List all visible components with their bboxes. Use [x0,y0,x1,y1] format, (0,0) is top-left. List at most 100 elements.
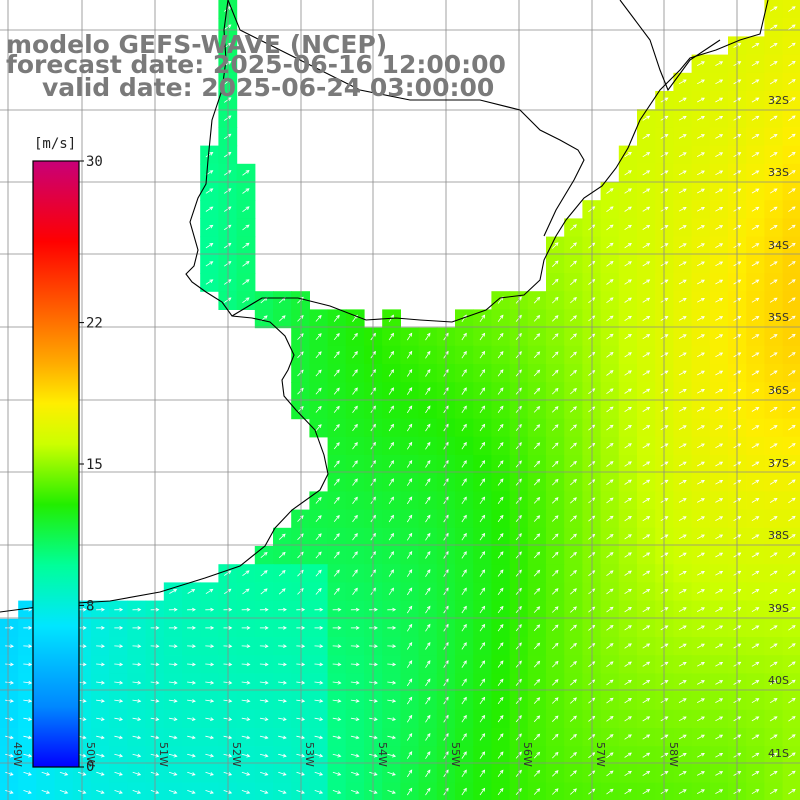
wind-arrow [588,552,596,558]
wind-arrow [205,735,215,740]
wind-arrow [606,715,614,722]
field-cell [455,455,474,474]
field-cell [236,163,256,183]
wind-arrow [642,698,651,704]
field-cell [764,91,784,110]
wind-arrow [259,771,269,776]
wind-arrow [241,753,251,758]
field-cell [637,491,656,511]
field-cell [728,345,747,365]
field-cell [200,200,219,219]
field-cell [746,691,765,711]
field-cell [400,400,420,420]
wind-arrow [788,151,796,158]
wind-arrow [552,751,559,759]
field-cell [673,655,693,674]
field-cell [491,764,511,784]
field-cell [655,254,674,274]
wind-arrow [187,717,196,721]
field-cell [691,436,711,456]
wind-arrow [606,606,614,613]
field-cell [527,564,547,583]
field-cell [618,309,638,329]
field-cell [655,746,674,765]
wind-arrow [314,790,324,794]
field-cell [709,273,729,292]
wind-arrow [715,152,724,157]
wind-arrow [751,279,760,285]
wind-arrow [533,314,541,322]
wind-arrow [387,662,397,667]
field-cell [691,527,711,547]
wind-arrow [624,297,632,303]
field-cell [527,382,547,401]
wind-arrow [769,607,778,613]
wind-arrow [388,350,394,359]
wind-arrow [23,699,33,703]
field-cell [345,436,365,456]
field-cell [746,382,765,401]
wind-arrow [552,679,559,686]
wind-arrow [461,369,467,377]
field-cell [600,182,620,201]
wind-arrow [387,644,397,649]
wind-arrow [624,261,632,267]
wind-arrow [678,243,687,248]
wind-arrow [497,787,504,796]
field-cell [491,564,511,583]
wind-arrow [606,315,614,322]
wind-arrow [350,699,360,703]
wind-arrow [570,752,577,759]
wind-arrow [533,442,541,450]
wind-arrow [642,152,651,158]
wind-arrow [168,717,178,721]
wind-arrow [187,626,196,630]
field-cell [728,764,747,784]
wind-arrow [388,460,394,468]
field-cell [564,728,583,747]
wind-arrow [697,79,705,85]
wind-arrow [259,662,269,667]
wind-arrow [132,662,142,667]
wind-arrow [296,699,306,703]
field-cell [564,254,583,274]
wind-arrow [187,771,196,776]
wind-arrow [242,297,250,304]
wind-arrow [479,714,486,723]
wind-arrow [678,716,687,722]
wind-arrow [642,115,651,121]
lat-label: 34S [768,239,789,252]
wind-arrow [588,461,596,467]
wind-arrow [260,588,268,595]
field-cell [709,473,729,492]
wind-arrow [678,134,687,139]
wind-arrow [96,626,105,630]
wind-arrow [406,569,413,577]
coast-line [231,0,769,323]
wind-arrow [588,570,596,577]
field-cell [473,746,492,765]
wind-arrow [552,569,559,577]
wind-arrow [388,551,394,559]
wind-arrow [624,243,632,249]
field-cell [709,418,729,438]
wind-arrow [314,680,324,685]
field-cell [655,127,674,147]
field-cell [746,254,765,274]
wind-arrow [788,97,796,103]
wind-arrow [697,479,705,485]
wind-arrow [332,753,342,758]
wind-arrow [132,699,142,703]
wind-arrow [352,569,358,577]
field-cell [546,637,565,656]
title-forecast-date: forecast date: 2025-06-16 12:00:00 [6,50,506,79]
wind-arrow [769,206,778,212]
field-cell [655,709,674,729]
wind-arrow [352,442,358,450]
field-cell [600,218,620,238]
wind-arrow [533,587,541,595]
wind-arrow [769,97,778,103]
wind-arrows [5,6,796,796]
field-cell [418,655,438,674]
wind-arrow [461,551,467,559]
